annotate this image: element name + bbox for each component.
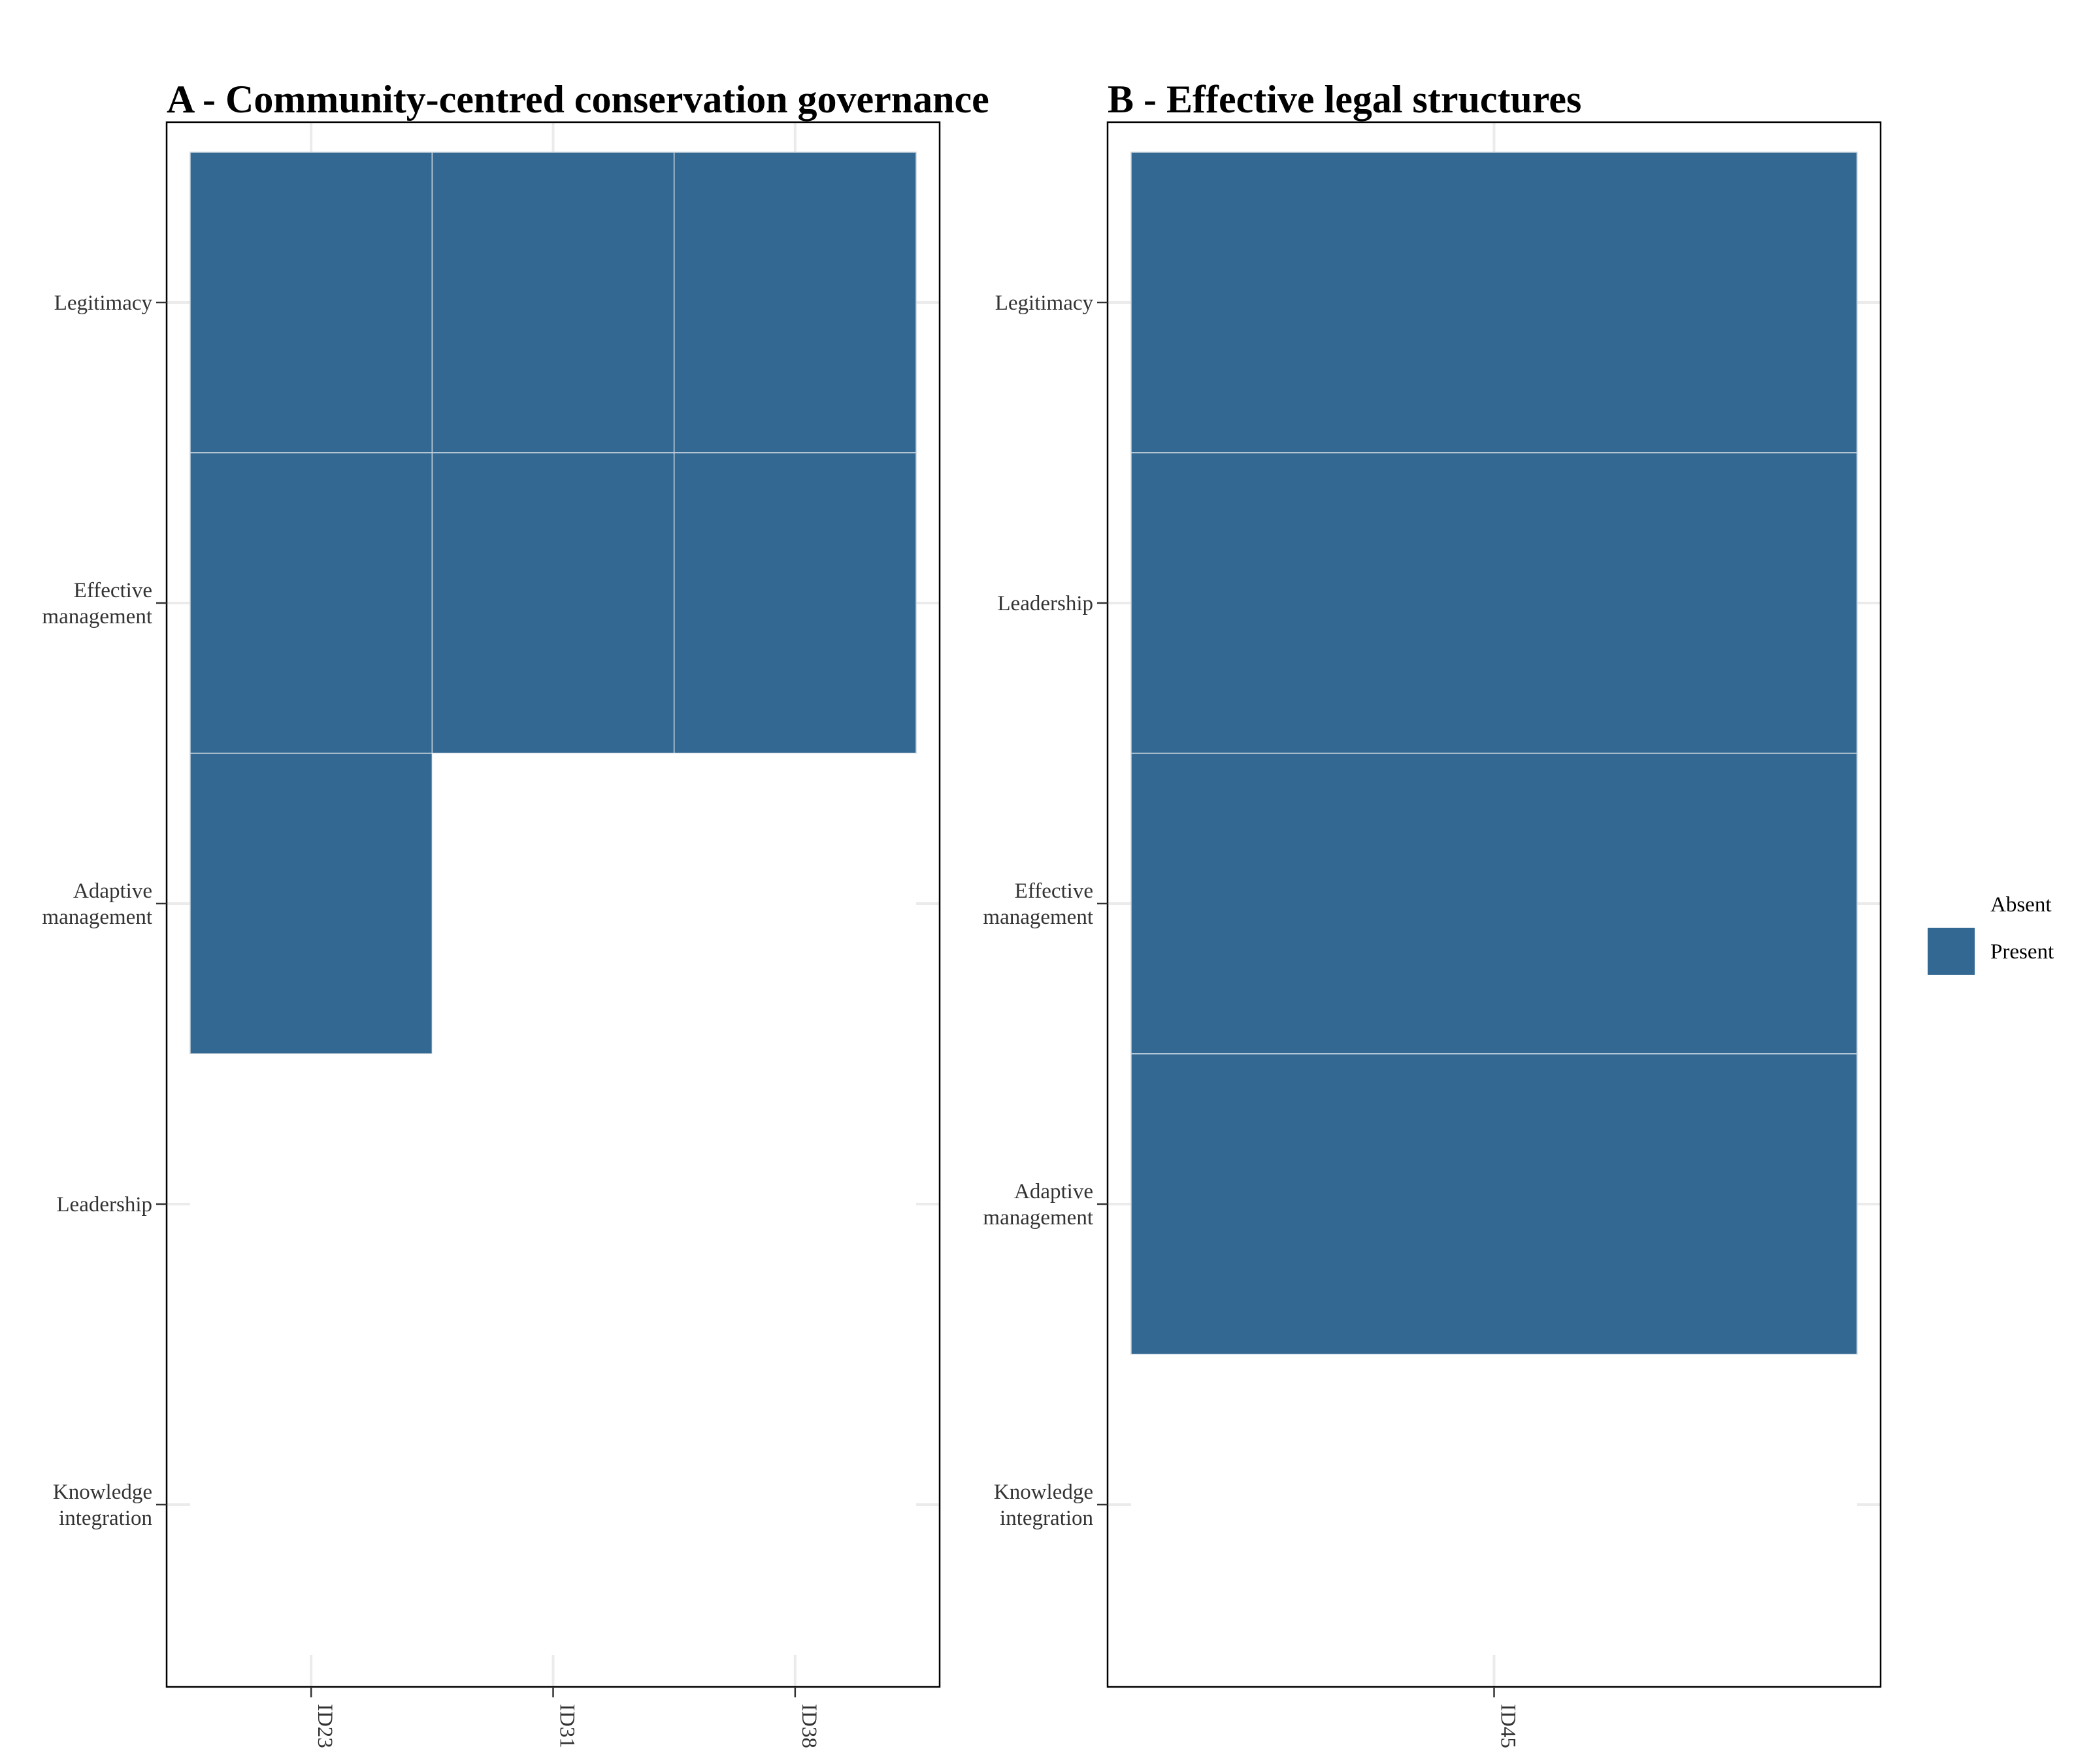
x-tick-label: ID38	[797, 1704, 821, 1748]
tile-present	[1130, 753, 1858, 1054]
tile-present	[189, 753, 433, 1054]
tile-absent	[432, 1354, 674, 1655]
tile-absent	[1131, 1354, 1857, 1655]
tile-present	[1130, 452, 1858, 754]
tile-absent	[674, 753, 916, 1054]
y-tick-label: Adaptive management	[42, 879, 152, 929]
tile-absent	[432, 1054, 674, 1354]
legend-label: Absent	[1990, 893, 2052, 917]
panel-title: B - Effective legal structures	[1108, 78, 1581, 121]
tile-absent	[674, 1354, 916, 1655]
tile-present	[673, 452, 917, 754]
x-tick-label: ID45	[1496, 1704, 1520, 1748]
y-tick-label: Legitimacy	[995, 291, 1094, 315]
tile-present	[431, 452, 675, 754]
tile-present	[1130, 1053, 1858, 1355]
y-tick-label: Legitimacy	[54, 291, 153, 315]
tile-present	[189, 452, 433, 754]
legend-key-present	[1928, 928, 1975, 975]
tile-present	[1130, 152, 1858, 453]
panel-title: A - Community-centred conservation gover…	[167, 78, 989, 121]
tile-absent	[190, 1354, 433, 1655]
tile-absent	[674, 1054, 916, 1354]
y-tick-label: Adaptive management	[983, 1180, 1093, 1230]
tile-present	[431, 152, 675, 453]
tile-absent	[432, 753, 674, 1054]
tile-present	[673, 152, 917, 453]
y-tick-label: Knowledge integration	[53, 1480, 152, 1530]
y-tick-label: Effective management	[42, 579, 152, 629]
tile-absent	[190, 1054, 433, 1354]
x-tick-label: ID23	[313, 1704, 337, 1748]
y-tick-label: Effective management	[983, 879, 1093, 929]
tile-present	[189, 152, 433, 453]
legend-label: Present	[1990, 940, 2054, 964]
x-tick-label: ID31	[555, 1704, 579, 1748]
y-tick-label: Knowledge integration	[994, 1480, 1093, 1530]
y-tick-label: Leadership	[997, 592, 1093, 615]
legend-key-absent	[1928, 881, 1975, 928]
y-tick-label: Leadership	[56, 1193, 152, 1217]
